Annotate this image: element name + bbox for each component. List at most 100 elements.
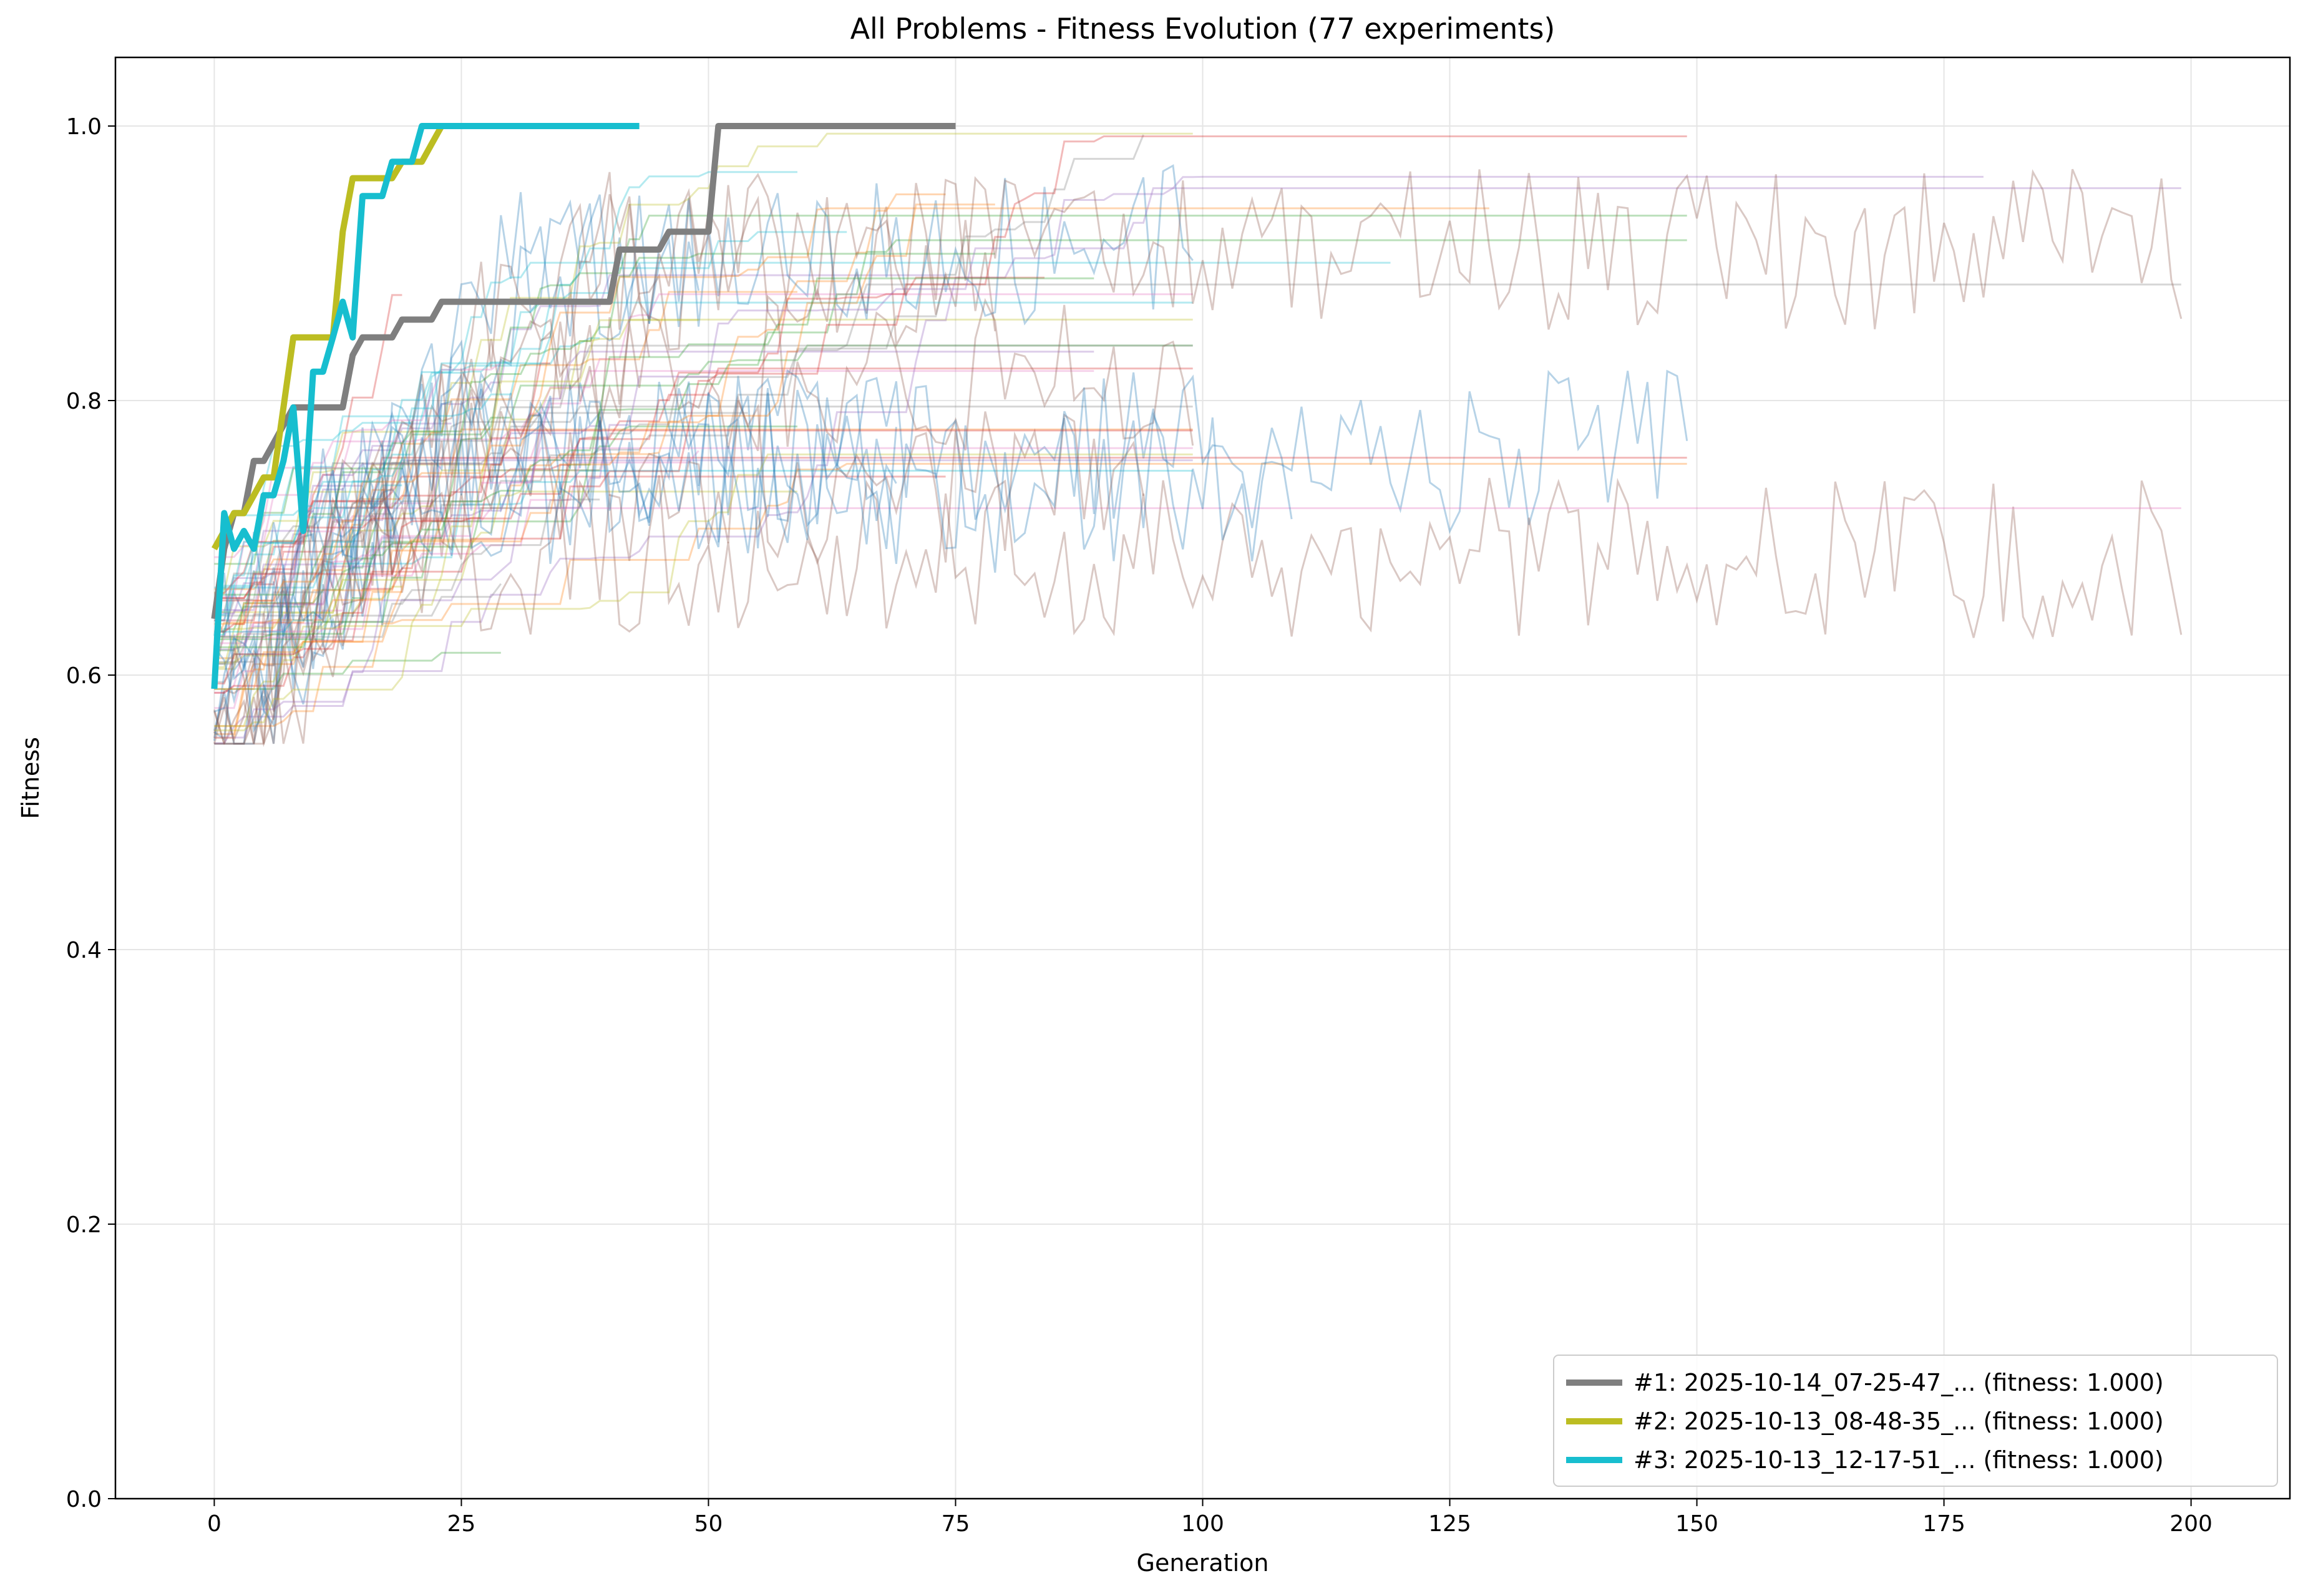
background-series-line <box>214 425 600 638</box>
background-series-line <box>214 344 1193 565</box>
background-series-line <box>214 344 1193 665</box>
legend-box <box>1553 1355 2278 1487</box>
background-series-line <box>214 507 2181 645</box>
background-series-line <box>214 497 403 745</box>
y-tick-label: 1.0 <box>66 114 102 140</box>
background-series-line <box>214 370 1094 709</box>
legend-entry-label: #1: 2025-10-14_07-25-47_... (fitness: 1.… <box>1634 1369 2164 1396</box>
background-series-line <box>214 469 600 613</box>
y-tick-label: 0.4 <box>66 938 102 963</box>
background-series-line <box>214 651 501 690</box>
background-series-line <box>213 517 452 647</box>
background-series-line <box>214 447 1193 638</box>
legend: #1: 2025-10-14_07-25-47_... (fitness: 1.… <box>1553 1355 2278 1487</box>
y-tick-label: 0.2 <box>66 1212 102 1238</box>
background-series-line <box>214 175 1984 739</box>
background-series-line <box>213 400 1144 747</box>
background-series-line <box>214 507 501 694</box>
background-series-line <box>214 351 1094 651</box>
x-tick-label: 0 <box>207 1511 222 1537</box>
background-series-line <box>214 283 2181 632</box>
background-series-line <box>214 132 1193 593</box>
background-series-line <box>214 277 1094 638</box>
background-series-line <box>214 293 1193 598</box>
background-series-line <box>214 585 402 664</box>
background-series-line <box>214 490 797 668</box>
legend-entry-label: #2: 2025-10-13_08-48-35_... (fitness: 1.… <box>1634 1408 2164 1435</box>
highlighted-series-group <box>211 123 956 689</box>
background-series-line <box>214 318 1193 670</box>
x-tick-label: 50 <box>694 1511 723 1537</box>
background-series-line <box>213 239 1687 681</box>
background-series-line <box>213 517 403 741</box>
background-series-line <box>214 484 402 636</box>
y-tick-label: 0.0 <box>66 1487 102 1512</box>
background-series-line <box>214 426 797 651</box>
background-series-line <box>214 285 650 745</box>
background-series-line <box>214 187 2181 744</box>
x-axis-label: Generation <box>1137 1549 1269 1577</box>
background-series-line <box>214 215 1687 648</box>
chart-title: All Problems - Fitness Evolution (77 exp… <box>850 12 1556 46</box>
background-series-group <box>213 132 2183 747</box>
background-series-line <box>214 499 600 665</box>
background-series-line <box>214 203 995 690</box>
background-series-line <box>214 470 1193 589</box>
x-axis-ticks: 0 25 50 75 100 125 150 175 200 <box>207 1499 2213 1537</box>
background-series-line <box>213 168 2183 744</box>
highlighted-series-line-1 <box>211 123 956 620</box>
background-series-line <box>214 583 502 617</box>
background-series-line <box>213 392 897 733</box>
background-series-line <box>213 203 700 745</box>
background-series-line <box>214 429 1193 633</box>
background-series-line <box>213 194 996 739</box>
x-tick-label: 150 <box>1675 1511 1718 1537</box>
background-series-line <box>214 361 502 558</box>
background-series-line <box>214 291 797 590</box>
background-series-line <box>214 362 550 694</box>
background-series-line <box>214 193 946 739</box>
background-series-line <box>213 411 1293 681</box>
x-tick-label: 75 <box>942 1511 970 1537</box>
background-series-line <box>214 207 1489 625</box>
background-series-line <box>214 171 797 616</box>
background-series-line <box>214 274 946 615</box>
background-series-line <box>213 369 1688 713</box>
background-series-line <box>213 381 897 741</box>
x-tick-label: 25 <box>447 1511 476 1537</box>
background-series-line <box>214 457 403 640</box>
background-series-line <box>213 475 2183 744</box>
background-series-line <box>214 453 1193 727</box>
x-tick-label: 175 <box>1922 1511 1965 1537</box>
legend-entry-label: #3: 2025-10-13_12-17-51_... (fitness: 1.… <box>1634 1446 2164 1474</box>
background-series-line <box>214 475 946 621</box>
background-series-line <box>214 457 1687 595</box>
background-series-line <box>214 462 1687 727</box>
background-series-line <box>213 261 1391 636</box>
background-series-line <box>214 301 1193 633</box>
background-series-line <box>214 406 1193 683</box>
y-axis-label: Fitness <box>17 737 44 819</box>
background-series-line <box>214 294 402 599</box>
x-tick-label: 125 <box>1428 1511 1471 1537</box>
x-tick-label: 100 <box>1181 1511 1224 1537</box>
background-series-line <box>214 428 1193 659</box>
background-series-line <box>214 319 699 732</box>
x-tick-label: 200 <box>2169 1511 2213 1537</box>
background-series-line <box>214 591 402 735</box>
y-tick-label: 0.8 <box>66 389 102 414</box>
background-series-line <box>214 337 600 621</box>
background-series-line <box>214 253 995 596</box>
background-series-line <box>214 367 1193 601</box>
background-series-line <box>213 363 452 745</box>
background-series-line <box>213 450 699 664</box>
background-series-line <box>213 164 1194 637</box>
background-series-line <box>214 134 1144 663</box>
highlighted-series-line-3 <box>211 123 640 689</box>
background-series-line <box>214 135 1687 684</box>
background-series-line <box>214 294 1194 745</box>
y-tick-label: 0.6 <box>66 663 102 689</box>
background-series-line <box>214 276 1044 600</box>
